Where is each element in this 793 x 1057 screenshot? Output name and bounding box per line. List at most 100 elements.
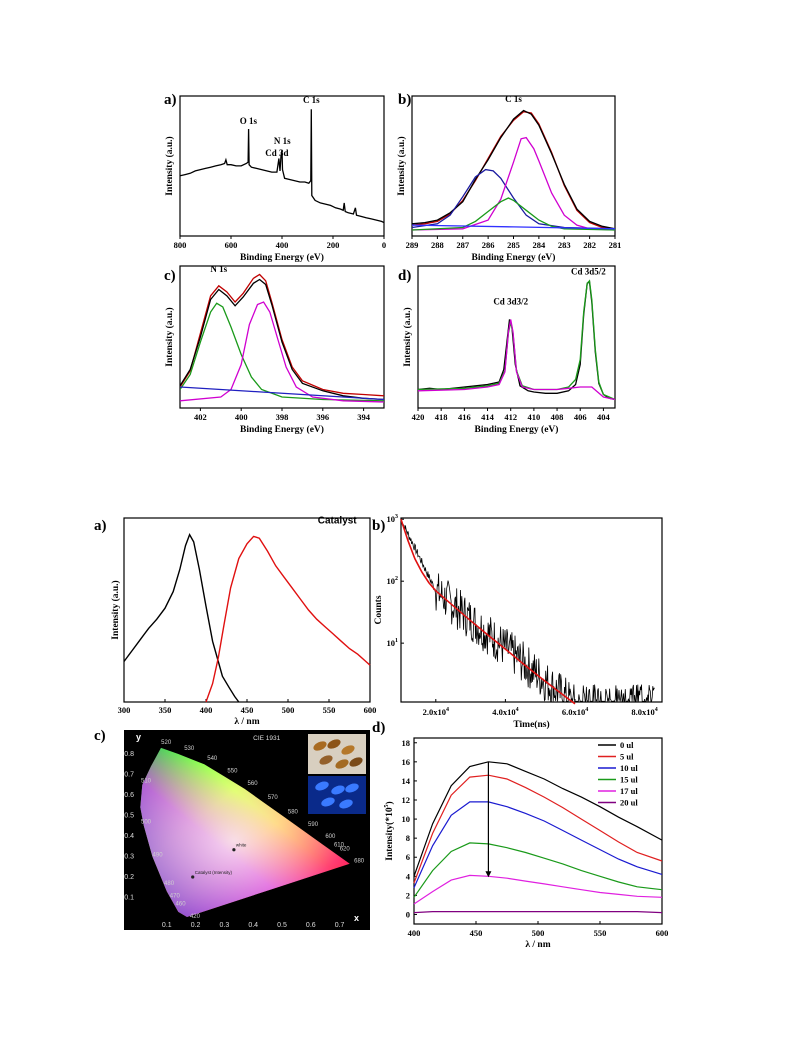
xps_c-xtick-label: 400: [235, 412, 248, 422]
xps_d-series-fit-magenta: [418, 319, 615, 401]
xps_a-xtick-label: 400: [276, 240, 289, 250]
pl_d-ytick-label: 16: [402, 757, 411, 767]
xps_a-peak-annotation: N 1s: [274, 136, 291, 146]
xps_b-frame: [411, 95, 616, 237]
inset-powder-flake: [313, 741, 327, 751]
cie-wavelength-label: 620: [340, 846, 351, 852]
xps_d-xtick-label: 404: [597, 412, 611, 422]
cie-ytick-label: 0.8: [124, 751, 134, 758]
cie-wavelength-label: 540: [207, 756, 218, 762]
pl_d-ytick-label: 6: [406, 852, 410, 862]
cie-point-label: Catalyst (Intensity): [195, 870, 233, 875]
cie-xtick-label: 0.1: [162, 922, 172, 929]
pl_b-panel-label: b): [372, 518, 385, 534]
xps_c-frame: [179, 265, 385, 409]
xps_b-series-peak-1: [412, 168, 615, 230]
xps_c-series-peak-1: [180, 302, 384, 402]
inset-powder-flake: [349, 757, 363, 767]
pl_d-ytick-label: 12: [402, 795, 411, 805]
xps_d-frame: [417, 265, 616, 409]
xps_c-series-fit: [180, 273, 384, 397]
cie-xtick-label: 0.3: [220, 922, 230, 929]
pl_d-ytick-label: 10: [402, 814, 411, 824]
pl_a-xtick-label: 500: [282, 705, 295, 715]
xps_c-ylabel: Intensity (a.u.): [164, 307, 175, 366]
xps_b-series-peak-2: [412, 136, 615, 231]
legend-label: 17 ul: [620, 786, 638, 796]
cie-wavelength-label: 500: [141, 820, 152, 826]
pl_d-ytick-label: 0: [406, 909, 410, 919]
cie-ytick-label: 0.7: [124, 772, 134, 779]
cie-wavelength-label: 580: [288, 809, 299, 815]
pl_d-series-20ul: [413, 911, 663, 914]
xps_d-xtick-label: 406: [574, 412, 587, 422]
xps_b-xtick-label: 289: [406, 240, 419, 250]
cie-ylabel: y: [136, 732, 141, 742]
cie-xtick-label: 0.5: [277, 922, 287, 929]
xps_c-xtick-label: 394: [357, 412, 371, 422]
pl_d-ytick-label: 8: [406, 833, 410, 843]
pl_d-ylabel: Intensity(*105): [384, 801, 395, 860]
pl_d-xtick-label: 450: [470, 928, 483, 938]
cie-wavelength-label: 570: [268, 795, 279, 801]
xps_a-peak-annotation: C 1s: [303, 95, 320, 105]
xps_b-ylabel: Intensity (a.u.): [396, 136, 407, 195]
pl_d-series-17ul: [413, 874, 663, 905]
cie-horseshoe-white: [140, 747, 350, 917]
xps_a-xtick-label: 800: [174, 240, 187, 250]
xps_c-xtick-label: 396: [316, 412, 329, 422]
xps_d-peak-annotation: Cd 3d5/2: [571, 267, 606, 277]
pl_d-ytick-label: 4: [406, 871, 411, 881]
xps_d-ylabel: Intensity (a.u.): [402, 307, 413, 366]
pl_b-xlabel: Time(ns): [513, 719, 549, 730]
cie-ytick-label: 0.3: [124, 854, 134, 861]
pl_a-frame: [123, 517, 371, 703]
cie-xtick-label: 0.7: [335, 922, 345, 929]
inset-uv-flake: [321, 797, 335, 807]
xps_c-panel-label: c): [164, 268, 176, 284]
xps_a-series-line: [180, 109, 384, 224]
pl_a-ylabel: Intensity (a.u.): [110, 580, 121, 639]
xps_d-xtick-label: 416: [458, 412, 471, 422]
pl_d-ytick-label: 2: [406, 890, 410, 900]
xps_b-xlabel: Binding Energy (eV): [472, 252, 556, 263]
xps_b-xtick-label: 287: [456, 240, 470, 250]
xps_d-xtick-label: 414: [481, 412, 495, 422]
quench-arrow-head: [485, 871, 492, 878]
legend-label: 0 ul: [620, 740, 634, 750]
xps_d-xlabel: Binding Energy (eV): [475, 424, 559, 435]
xps_a-ylabel: Intensity (a.u.): [164, 136, 175, 195]
pl_d-xtick-label: 500: [532, 928, 545, 938]
pl_d-series-15ul: [413, 842, 663, 898]
legend-label: 15 ul: [620, 775, 638, 785]
xps_b-xtick-label: 281: [609, 240, 622, 250]
pl_d-ytick-label: 14: [402, 776, 411, 786]
cie-wavelength-label: 480: [164, 881, 175, 887]
legend-label: 10 ul: [620, 763, 638, 773]
pl_b-series-fit: [400, 518, 576, 705]
xps_d-xtick-label: 408: [551, 412, 564, 422]
pl_a-xtick-label: 400: [200, 705, 213, 715]
pl_a-xtick-label: 350: [159, 705, 172, 715]
xps_a-peak-annotation: Cd 3d: [265, 148, 288, 158]
cie-point: [232, 848, 236, 852]
pl_b-frame: [400, 517, 663, 703]
pl_a-annotation: Catalyst: [318, 516, 358, 527]
xps_b-xtick-label: 288: [431, 240, 444, 250]
pl_b-ytick-label: 103: [387, 514, 399, 524]
xps_c-peak-annotation: N 1s: [210, 264, 227, 274]
xps_a-xlabel: Binding Energy (eV): [240, 252, 324, 263]
inset-photo-uv: [308, 776, 366, 814]
xps_b-peak-annotation: C 1s: [505, 94, 522, 104]
pl_b-ytick-label: 102: [387, 576, 399, 586]
inset-uv-flake: [315, 781, 329, 791]
cie-wavelength-label: 420: [190, 914, 201, 920]
inset-uv-flake: [345, 783, 359, 793]
cie-wavelength-label: 520: [161, 740, 172, 746]
cie-title: CIE 1931: [253, 735, 280, 742]
cie-wavelength-label: 530: [184, 746, 195, 752]
pl_a-xtick-label: 450: [241, 705, 254, 715]
cie-wavelength-label: 600: [325, 834, 336, 840]
xps_b-series-peak-3: [412, 197, 615, 231]
